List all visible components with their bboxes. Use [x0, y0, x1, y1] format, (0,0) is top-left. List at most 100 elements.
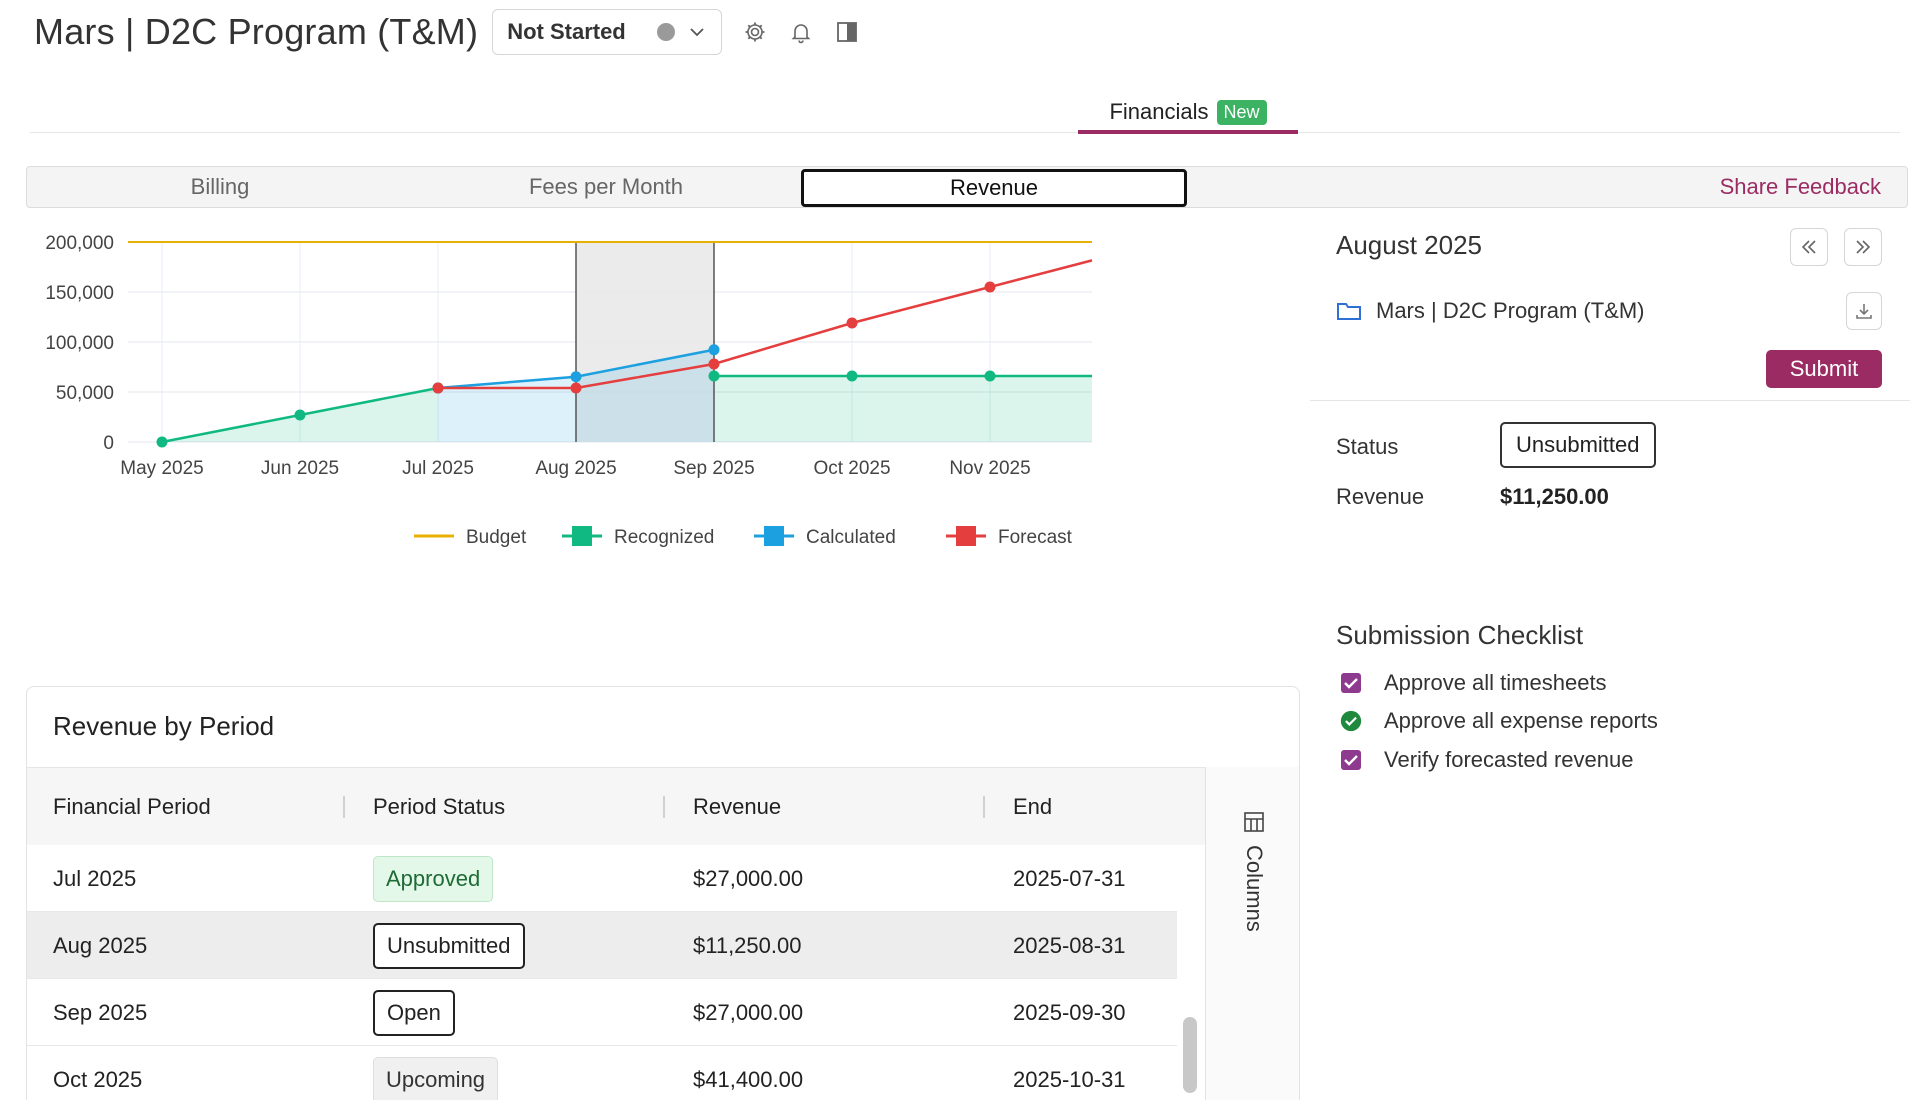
table-row[interactable]: Jul 2025 Approved $27,000.00 2025-07-31 — [27, 845, 1177, 912]
forecast-point — [570, 382, 582, 394]
checklist-title: Submission Checklist — [1336, 620, 1584, 650]
recognized-area — [714, 376, 1092, 442]
tab-fees-per-month[interactable]: Fees per Month — [528, 174, 684, 199]
column-header-revenue[interactable]: Revenue — [693, 794, 782, 819]
share-feedback-link[interactable]: Share Feedback — [1719, 174, 1881, 199]
cell-end: 2025-09-30 — [1013, 999, 1126, 1025]
forecast-point — [984, 281, 996, 293]
status-pill: Open — [373, 989, 455, 1036]
cell-period: Jul 2025 — [53, 865, 137, 891]
tab-billing[interactable]: Billing — [190, 174, 250, 199]
x-tick-label: Jul 2025 — [402, 458, 474, 479]
double-chevron-right-icon — [1856, 240, 1871, 254]
calculated-point — [570, 371, 582, 383]
checkbox-checked-icon[interactable] — [1340, 672, 1362, 694]
revenue-label: Revenue — [1336, 484, 1425, 509]
table-row[interactable]: Sep 2025 Open $27,000.00 2025-09-30 — [27, 979, 1177, 1046]
checklist-item-label: Verify forecasted revenue — [1384, 747, 1634, 772]
status-pill: Upcoming — [373, 1056, 499, 1100]
status-dropdown[interactable]: Not Started — [492, 9, 723, 55]
previous-period-button[interactable] — [1790, 228, 1828, 266]
project-link[interactable]: Mars | D2C Program (T&M) — [1336, 298, 1645, 324]
recognized-point — [846, 370, 858, 382]
table-row[interactable]: Aug 2025 Unsubmitted $11,250.00 2025-08-… — [27, 912, 1177, 979]
y-tick-label: 0 — [103, 433, 114, 454]
checklist-item-label: Approve all timesheets — [1384, 670, 1607, 695]
table-row[interactable]: Oct 2025 Upcoming $41,400.00 2025-10-31 — [27, 1046, 1177, 1100]
gear-icon[interactable] — [742, 19, 768, 45]
bell-icon[interactable] — [788, 19, 814, 45]
x-tick-label: Nov 2025 — [949, 458, 1030, 479]
selected-period-band — [576, 242, 714, 442]
column-resize-handle[interactable] — [343, 796, 345, 818]
double-chevron-left-icon — [1801, 240, 1816, 254]
checklist-item[interactable]: Verify forecasted revenue — [1340, 747, 1633, 773]
recognized-point — [708, 370, 720, 382]
columns-button[interactable]: Columns — [1238, 811, 1270, 971]
sub-tab-bar: Billing Fees per Month Revenue Share Fee… — [26, 166, 1908, 208]
new-badge: New — [1216, 99, 1267, 125]
status-dropdown-value: Not Started — [507, 19, 626, 44]
legend-label-calculated: Calculated — [806, 527, 896, 548]
column-resize-handle[interactable] — [983, 796, 985, 818]
cell-revenue: $11,250.00 — [693, 932, 802, 958]
legend-marker-calculated — [764, 526, 784, 546]
cell-revenue: $41,400.00 — [693, 1066, 804, 1092]
recognized-point — [294, 409, 306, 421]
legend-marker-forecast — [956, 526, 976, 546]
forecast-point — [432, 382, 444, 394]
cell-revenue: $27,000.00 — [693, 999, 804, 1025]
columns-label: Columns — [1242, 845, 1267, 932]
tab-revenue[interactable]: Revenue — [801, 169, 1187, 207]
x-tick-label: May 2025 — [120, 458, 203, 479]
y-tick-label: 100,000 — [45, 333, 114, 354]
calculated-point — [708, 344, 720, 356]
download-button[interactable] — [1846, 292, 1882, 330]
checklist-item[interactable]: Approve all timesheets — [1340, 670, 1607, 696]
cell-end: 2025-07-31 — [1013, 865, 1126, 891]
table-header: Financial Period Period Status Revenue E… — [27, 767, 1205, 845]
download-icon — [1856, 304, 1872, 319]
legend-label-budget: Budget — [466, 527, 527, 548]
checkbox-checked-icon[interactable] — [1340, 749, 1362, 771]
y-tick-label: 50,000 — [56, 383, 114, 404]
forecast-point — [846, 317, 858, 329]
forecast-point — [708, 358, 720, 370]
checklist-item[interactable]: Approve all expense reports — [1340, 708, 1658, 734]
recognized-point — [984, 370, 996, 382]
revenue-by-period-card: Revenue by Period Financial Period Perio… — [26, 686, 1300, 1100]
status-dot-icon — [657, 23, 676, 41]
cell-period: Sep 2025 — [53, 999, 148, 1025]
legend-marker-recognized — [572, 526, 592, 546]
column-resize-handle[interactable] — [663, 796, 665, 818]
column-header-financial-period[interactable]: Financial Period — [53, 794, 211, 819]
cell-revenue: $27,000.00 — [693, 865, 804, 891]
card-title: Revenue by Period — [53, 711, 275, 741]
status-label: Status — [1336, 434, 1399, 459]
x-tick-label: Sep 2025 — [673, 458, 754, 479]
status-pill: Unsubmitted — [373, 922, 525, 969]
tab-divider — [30, 132, 1900, 133]
y-tick-label: 150,000 — [45, 283, 114, 304]
folder-icon — [1337, 303, 1361, 320]
column-header-period-status[interactable]: Period Status — [373, 794, 506, 819]
checklist-item-label: Approve all expense reports — [1384, 708, 1658, 733]
chevron-down-icon — [690, 28, 704, 37]
panel-toggle-icon[interactable] — [834, 19, 860, 45]
column-header-end[interactable]: End — [1013, 794, 1053, 819]
cell-period: Aug 2025 — [53, 932, 148, 958]
columns-side-panel: Columns — [1205, 767, 1299, 1100]
scrollbar-thumb[interactable] — [1183, 1017, 1197, 1093]
project-name: Mars | D2C Program (T&M) — [1376, 298, 1645, 323]
submit-button[interactable]: Submit — [1766, 350, 1882, 388]
next-period-button[interactable] — [1844, 228, 1882, 266]
status-pill: Approved — [373, 855, 494, 902]
period-title: August 2025 — [1336, 230, 1483, 260]
tab-financials[interactable]: Financials New — [1078, 88, 1298, 136]
recognized-point — [156, 436, 168, 448]
y-tick-label: 200,000 — [45, 233, 114, 254]
x-tick-label: Jun 2025 — [261, 458, 339, 479]
cell-period: Oct 2025 — [53, 1066, 143, 1092]
legend-label-recognized: Recognized — [614, 527, 714, 548]
status-badge: Unsubmitted — [1500, 422, 1656, 468]
